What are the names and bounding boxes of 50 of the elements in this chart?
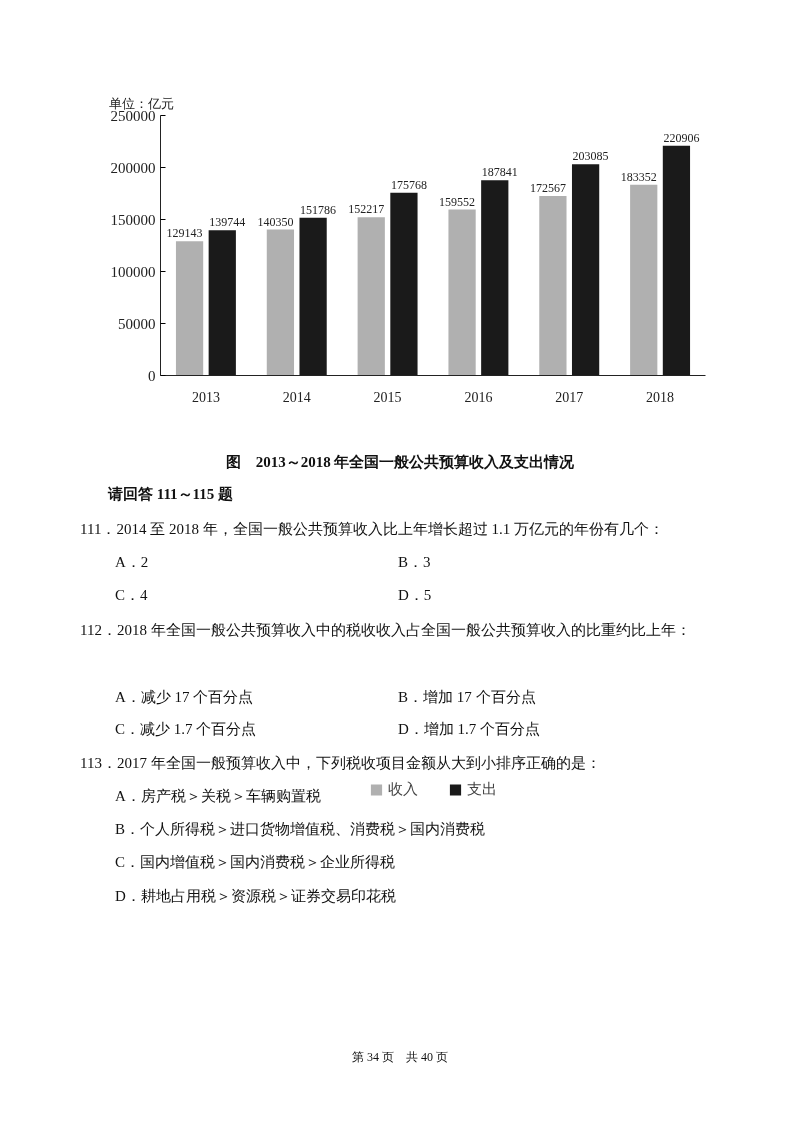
data-label: 172567 (529, 181, 566, 196)
data-label: 152217 (348, 202, 385, 217)
data-label: 175768 (390, 177, 427, 192)
y-tick-label: 50000 (118, 315, 156, 332)
text: 第 34 页 共 40 页 (351, 1049, 449, 1066)
bar (266, 229, 295, 376)
text: D．5 (398, 586, 433, 605)
x-tick-label: 2014 (282, 389, 311, 405)
data-label: 140350 (257, 214, 294, 229)
data-label: 183352 (620, 169, 657, 184)
data-label: 220906 (663, 130, 700, 145)
text: 111．2014 至 2018 年，全国一般公共预算收入比上年增长超过 1.1 万亿元的年份有几个： (80, 520, 665, 539)
text: A．房产税＞关税＞车辆购置税 (115, 788, 321, 804)
y-tick-label: 100000 (110, 263, 156, 280)
text: D．耕地占用税＞资源税＞证券交易印花税 (115, 887, 397, 906)
y-tick-label: 0 (148, 367, 156, 384)
text: C．国内增值税＞国内消费税＞企业所得税 (115, 853, 396, 872)
text: C．4 (115, 587, 148, 603)
text: 113．2017 年全国一般预算收入中，下列税收项目金额从大到小排序正确的是： (80, 754, 602, 773)
bar (630, 184, 658, 376)
text: C．减少 1.7 个百分点 (115, 721, 257, 737)
text: A．减少 17 个百分点 (115, 689, 254, 705)
data-label: 203085 (572, 149, 609, 164)
text: A．2 (115, 554, 149, 570)
text: D．增加 1.7 个百分点 (398, 720, 542, 739)
bar (539, 196, 567, 376)
legend-label: 支出 (466, 779, 497, 799)
x-tick-label: 2013 (191, 389, 220, 405)
x-tick-label: 2018 (646, 389, 675, 405)
bar (175, 241, 204, 376)
data-label: 129143 (166, 226, 203, 241)
x-tick-label: 2017 (555, 389, 584, 405)
caption: 图 2013～2018 年全国一般公共预算收入及支出情况 (224, 453, 576, 472)
y-tick-label: 200000 (110, 159, 156, 176)
y-axis-title: 单位：亿元 (108, 95, 174, 111)
legend-label: 收入 (387, 779, 418, 799)
text: B．增加 17 个百分点 (398, 688, 537, 707)
data-label: 139744 (209, 215, 246, 230)
text: 112．2018 年全国一般公共预算收入中的税收收入占全国一般公共预算收入的比重约比上年： (80, 621, 692, 640)
x-tick-label: 2016 (464, 389, 493, 405)
x-tick-label: 2015 (373, 389, 402, 405)
data-label: 151786 (300, 202, 337, 217)
bar (448, 209, 476, 376)
text: B．3 (398, 553, 432, 572)
text: 请回答 111～115 题 (108, 485, 235, 504)
data-label: 159552 (439, 194, 476, 209)
bar (357, 217, 385, 376)
y-tick-label: 150000 (110, 211, 156, 228)
text: B．个人所得税＞进口货物增值税、消费税＞国内消费税 (115, 820, 486, 839)
data-label: 187841 (481, 165, 518, 180)
